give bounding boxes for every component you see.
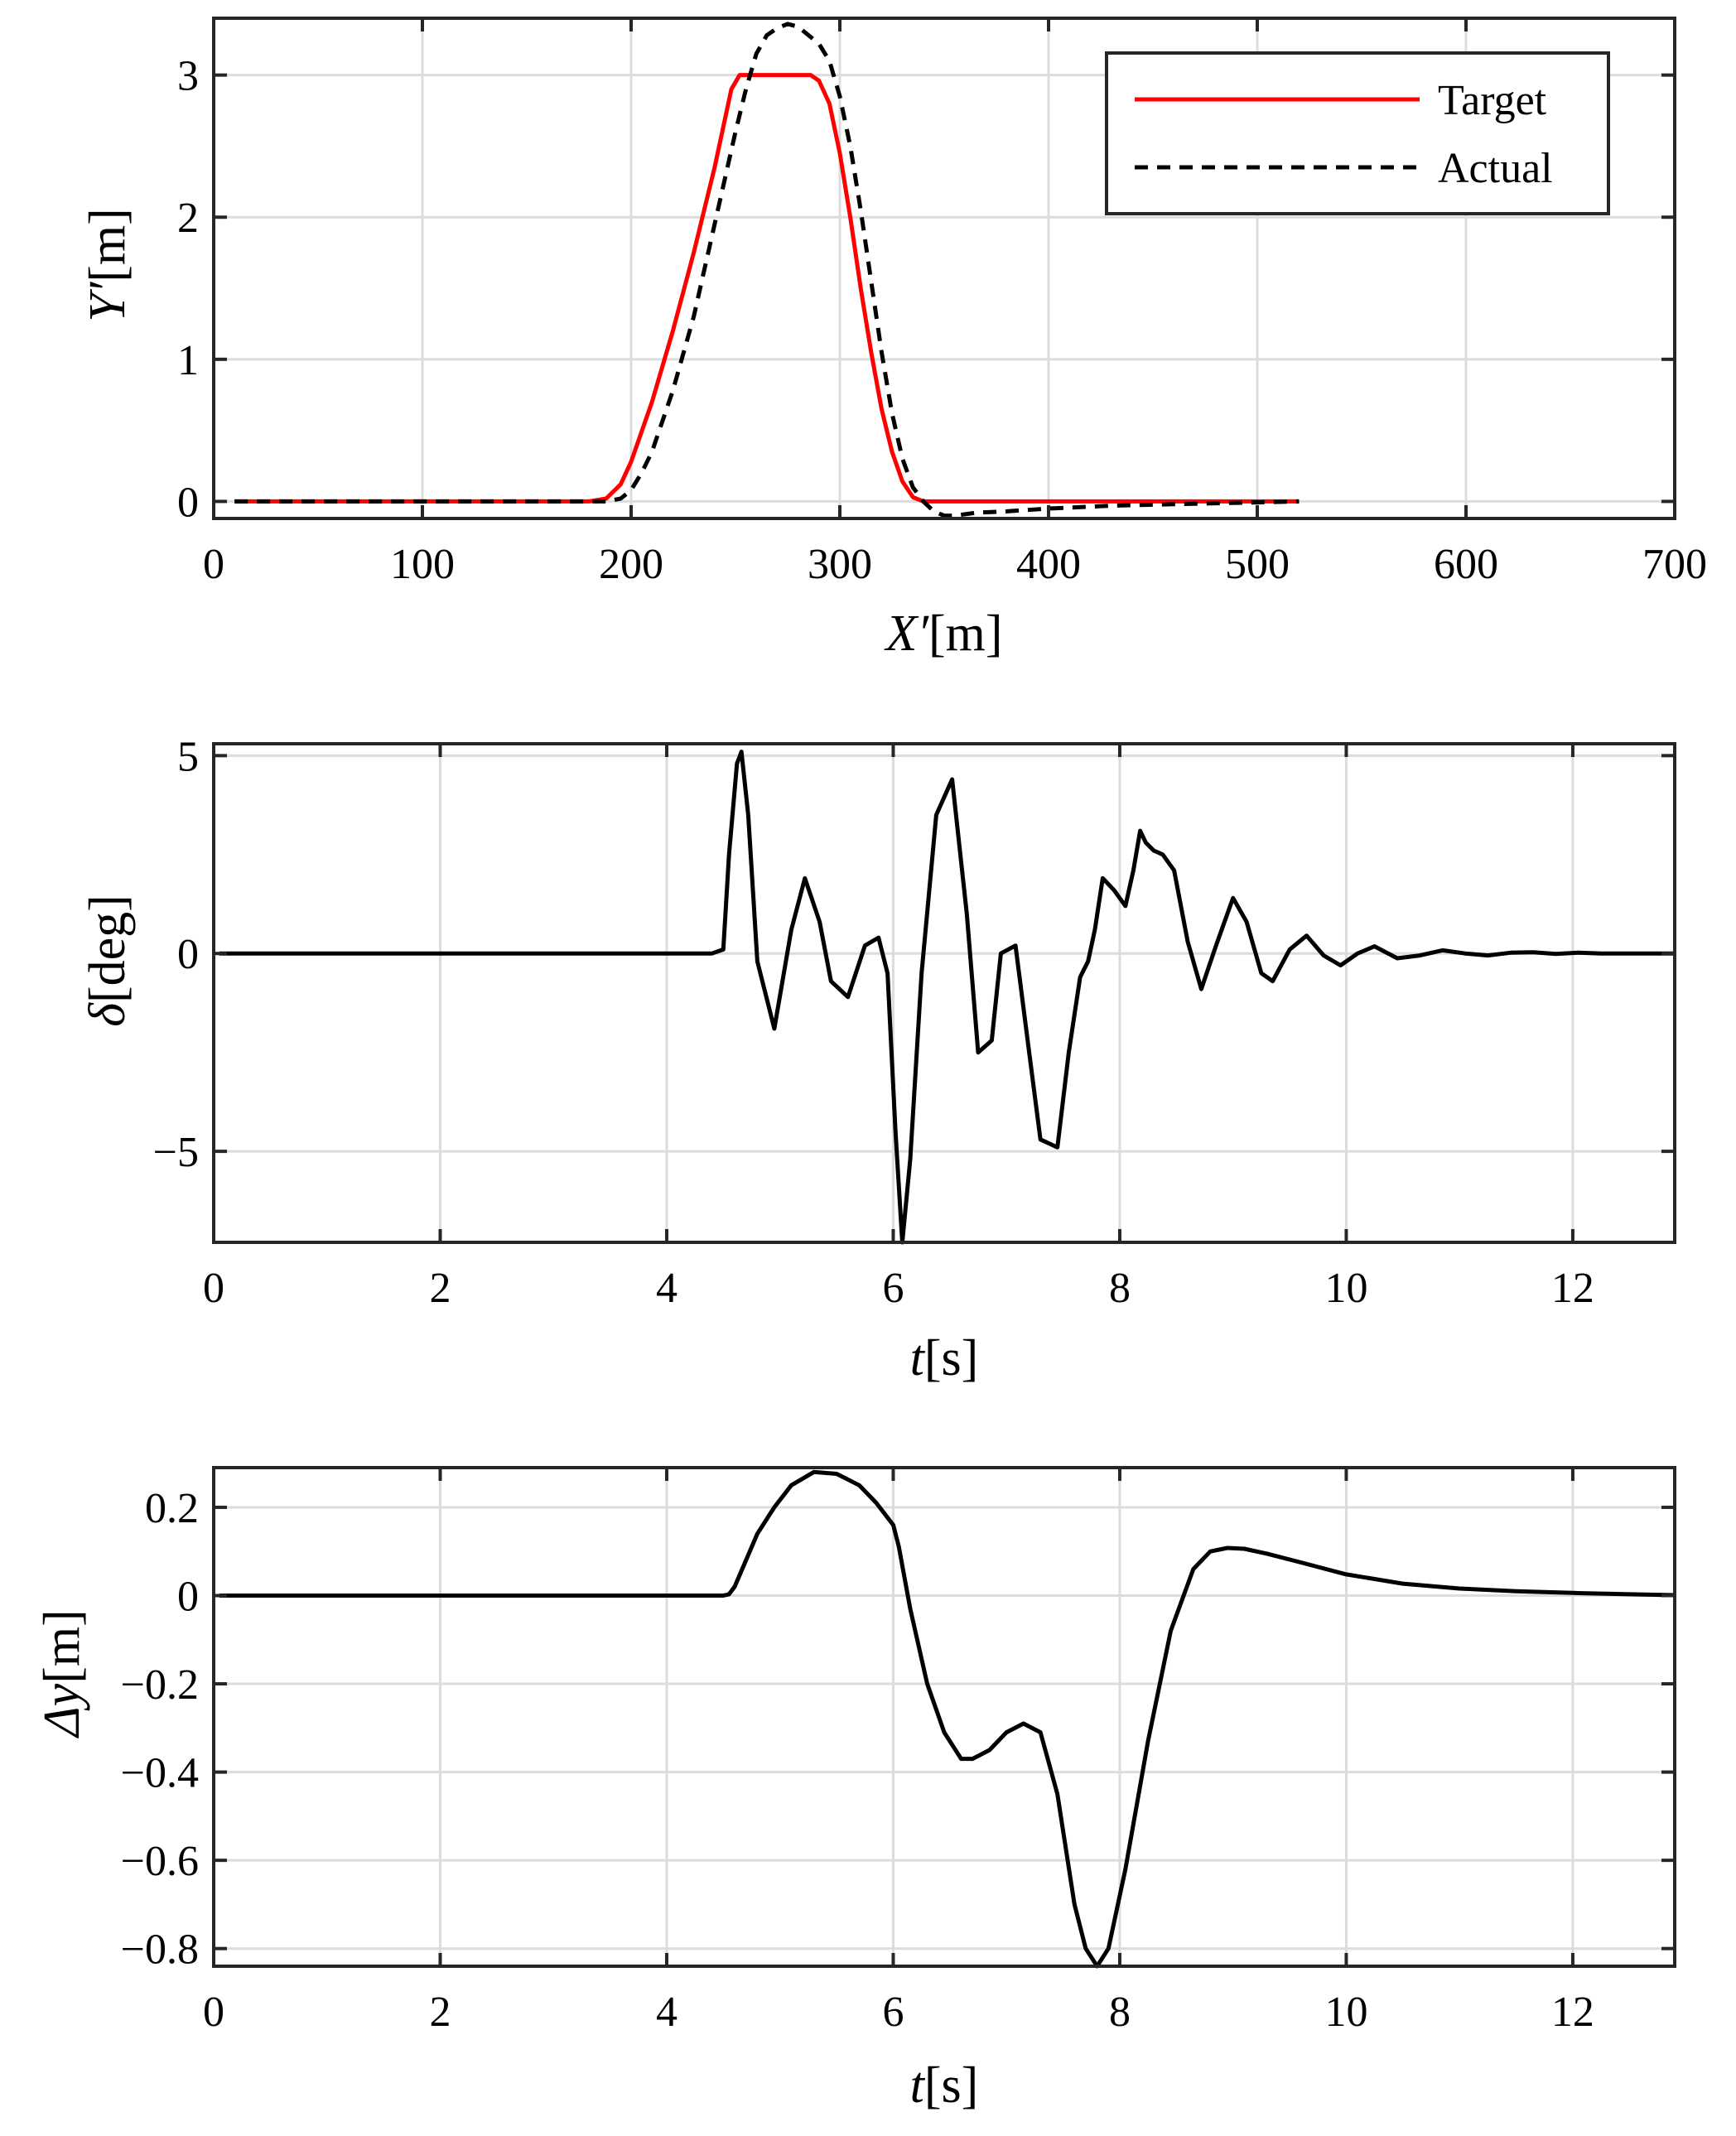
- x-tick-label: 600: [1434, 541, 1498, 588]
- x-axis-unit: [s]: [924, 2057, 978, 2114]
- y-axis-unit: [m]: [80, 208, 136, 282]
- chart-panel-1: 0 100 200 300 400 500 600 7000123X′[m]Y′[m]Targ…: [80, 17, 1707, 662]
- y-tick-label: 2: [177, 195, 199, 242]
- y-axis-variable: δ: [80, 1002, 136, 1027]
- legend-label-target: Target: [1438, 77, 1547, 124]
- chart-panel-3: 0 2 4 6 8 10 12 −0.8 −0.6 −0.4 −0.2 0 0.2 t[s] Δy[m]: [34, 1466, 1676, 2114]
- y-axis-unit: [m]: [34, 1609, 90, 1684]
- y-tick-label: 0: [177, 479, 199, 526]
- x-tick-label: 2: [429, 1989, 451, 2036]
- y-tick-label: −0.8: [121, 1926, 199, 1974]
- y-tick-label: 1: [177, 337, 199, 384]
- axes-frame: [212, 17, 1676, 520]
- legend-label-actual: Actual: [1438, 145, 1553, 192]
- x-tick-label: 12: [1551, 1989, 1594, 2036]
- x-tick-label: 4: [656, 1265, 678, 1312]
- x-tick-label: 4: [656, 1989, 678, 2036]
- series-line-actual: [234, 22, 1300, 518]
- y-tick-label: 5: [177, 733, 199, 780]
- series-line-target: [234, 73, 1300, 504]
- legend-box: [1105, 51, 1610, 215]
- x-axis-unit: [m]: [928, 605, 1003, 662]
- x-axis-variable: X′: [884, 605, 930, 662]
- y-tick-label: −0.6: [121, 1838, 199, 1885]
- x-axis-variable: t: [910, 2057, 926, 2114]
- y-axis-unit: [deg]: [80, 894, 136, 1003]
- x-tick-label: 100: [390, 541, 455, 588]
- y-tick-label: −0.4: [121, 1750, 199, 1797]
- x-tick-label: 200: [599, 541, 663, 588]
- y-axis-variable: Y′: [80, 281, 136, 321]
- x-axis-unit: [s]: [924, 1330, 978, 1386]
- x-tick-label: 500: [1225, 541, 1290, 588]
- x-tick-label: 10: [1324, 1989, 1367, 2036]
- y-tick-label: 0: [177, 1573, 199, 1620]
- y-tick-label: 0.2: [145, 1485, 199, 1532]
- x-axis-label: X′[m]: [884, 605, 1003, 662]
- x-tick-label: 300: [808, 541, 872, 588]
- y-tick-label: −0.2: [121, 1661, 199, 1709]
- x-tick-label: 10: [1324, 1265, 1367, 1312]
- x-tick-label: 8: [1109, 1989, 1131, 2036]
- x-tick-label: 6: [882, 1989, 904, 2036]
- legend: Target Actual: [1105, 51, 1610, 215]
- x-tick-label: 0: [203, 1265, 224, 1312]
- x-axis-variable: t: [910, 1330, 926, 1386]
- y-tick-label: −5: [153, 1129, 199, 1176]
- y-tick-label: 0: [177, 931, 199, 978]
- y-axis-label: Δy[m]: [34, 1609, 90, 1738]
- x-tick-label: 2: [429, 1265, 451, 1312]
- x-axis-label: t[s]: [910, 2057, 979, 2114]
- x-axis-label: t[s]: [910, 1330, 979, 1386]
- y-axis-variable: Δy: [34, 1683, 90, 1738]
- axes-frame: [212, 742, 1676, 1244]
- axes-frame: [212, 1466, 1676, 1968]
- x-tick-label: 12: [1551, 1265, 1594, 1312]
- x-tick-label: 8: [1109, 1265, 1131, 1312]
- x-tick-label: 400: [1016, 541, 1081, 588]
- x-tick-label: 6: [882, 1265, 904, 1312]
- y-tick-label: 3: [177, 53, 199, 100]
- chart-panel-2: 0 2 4 6 8 10 12 −5 0 5 t[s] δ[deg]: [80, 733, 1676, 1386]
- series-line-1: [219, 750, 1675, 1245]
- x-tick-label: 700: [1642, 541, 1707, 588]
- y-axis-label: δ[deg]: [80, 894, 136, 1027]
- series-line-1: [219, 1469, 1676, 1969]
- x-tick-label: 0: [203, 1989, 224, 2036]
- x-tick-label: 0: [203, 541, 224, 588]
- y-axis-label: Y′[m]: [80, 208, 136, 322]
